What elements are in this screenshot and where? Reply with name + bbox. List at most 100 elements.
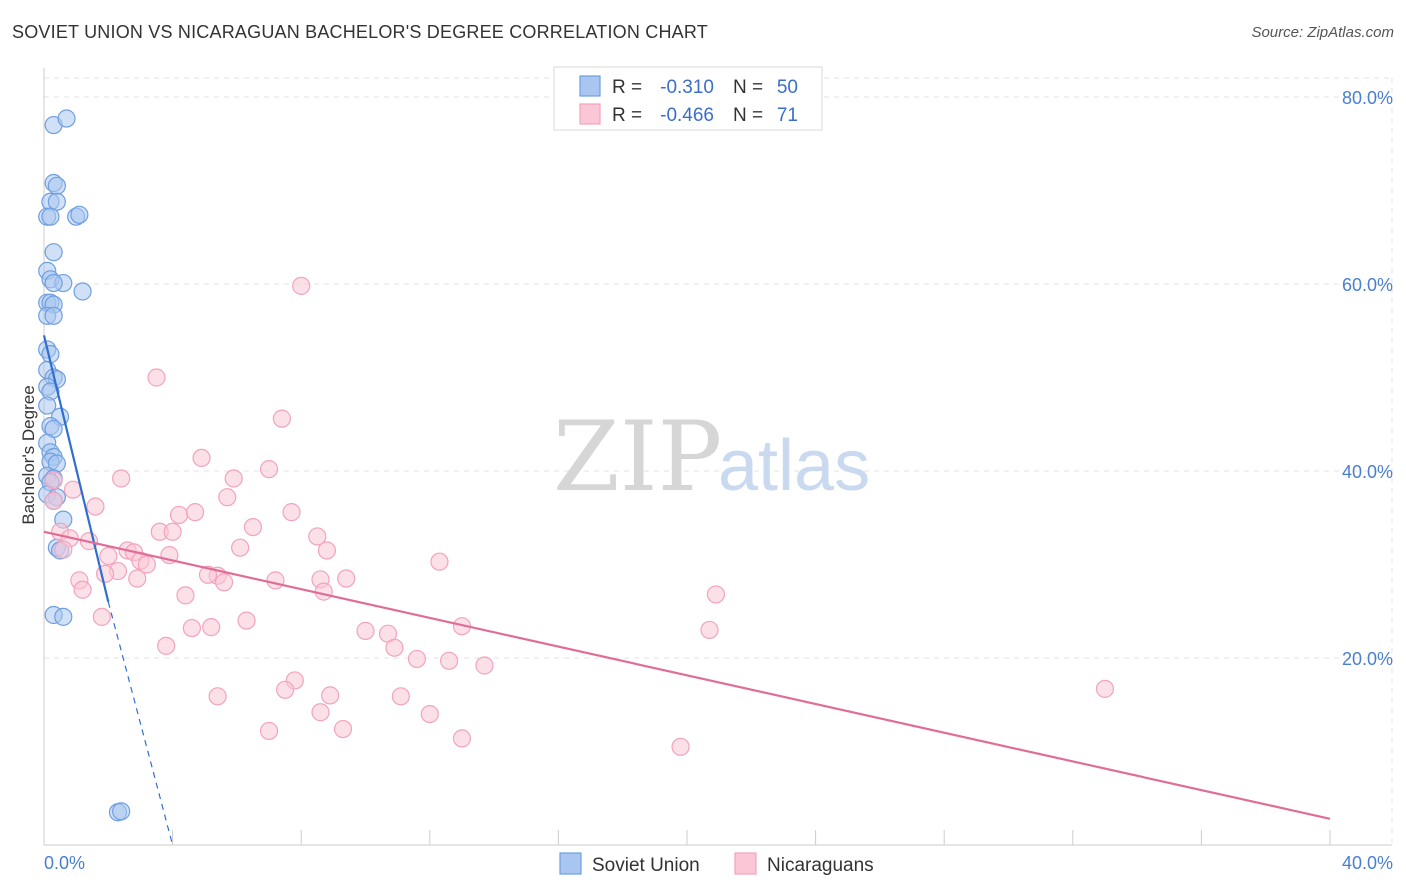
watermark: ZIP atlas: [553, 401, 870, 513]
data-point: [47, 192, 66, 211]
data-point: [706, 585, 726, 604]
y-tick-labels: 20.0% 40.0% 60.0% 80.0%: [1342, 88, 1393, 669]
data-point: [420, 704, 439, 724]
data-point: [276, 680, 295, 699]
data-point: [44, 243, 63, 262]
x-tick-labels: 0.0% 40.0%: [44, 853, 1393, 873]
legend-n-label: N =: [733, 77, 763, 98]
data-point: [272, 409, 292, 428]
data-point: [439, 651, 459, 670]
bottom-legend-label: Nicaraguans: [767, 855, 874, 876]
data-point: [54, 607, 73, 626]
data-point: [282, 503, 301, 522]
data-point: [259, 460, 279, 479]
data-point: [128, 569, 147, 588]
data-point: [44, 273, 63, 293]
legend-r-value: -0.466: [660, 105, 714, 126]
data-point: [700, 620, 719, 640]
data-point: [169, 505, 189, 525]
y-axis-label: Bachelor's Degree: [19, 385, 38, 524]
data-point: [452, 729, 472, 748]
data-point: [337, 569, 356, 588]
data-point: [237, 611, 256, 630]
data-point: [47, 176, 66, 195]
y-tick-label: 40.0%: [1342, 462, 1393, 482]
data-point: [385, 638, 404, 657]
bottom-legend-label: Soviet Union: [592, 855, 700, 876]
data-point: [73, 282, 92, 301]
series-soviet-union: [38, 109, 131, 822]
data-point: [292, 276, 311, 295]
bottom-legend: Soviet Union Nicaraguans: [559, 852, 874, 876]
data-point: [86, 497, 105, 516]
trend-line-nicaraguans: [43, 530, 1331, 820]
data-point: [44, 306, 63, 325]
legend-r-label: R =: [612, 77, 642, 98]
data-point: [112, 802, 131, 821]
legend-n-value: 50: [777, 77, 798, 98]
data-point: [70, 205, 89, 224]
bottom-legend-swatch: [734, 852, 757, 875]
y-tick-label: 60.0%: [1342, 275, 1393, 295]
legend-swatch: [579, 103, 601, 125]
data-point: [112, 469, 131, 488]
series-nicaraguans: [44, 276, 1115, 756]
data-point: [208, 687, 227, 706]
trend-line-extension: [107, 601, 174, 846]
data-point: [430, 552, 449, 571]
trend-line-soviet-union: [42, 335, 110, 603]
bottom-legend-swatch: [559, 852, 582, 875]
watermark-zip: ZIP: [553, 401, 722, 513]
data-point: [147, 368, 166, 387]
data-point: [231, 538, 250, 557]
data-point: [54, 540, 73, 559]
y-tick-label: 20.0%: [1342, 649, 1393, 669]
source-label: Source: ZipAtlas.com: [1251, 24, 1394, 41]
data-point: [99, 546, 118, 566]
data-point: [202, 618, 221, 637]
x-tick-label-min: 0.0%: [44, 853, 85, 873]
data-point: [407, 649, 427, 669]
data-point: [44, 471, 63, 490]
data-point: [137, 555, 156, 574]
data-point: [266, 571, 285, 590]
data-point: [317, 541, 337, 560]
data-point: [308, 527, 327, 546]
data-point: [92, 607, 111, 626]
data-point: [391, 687, 410, 706]
legend-box: R = -0.310 N = 50 R = -0.466 N = 71: [553, 66, 823, 131]
data-point: [475, 656, 494, 675]
legend-r-label: R =: [612, 105, 642, 126]
data-point: [224, 469, 243, 488]
data-point: [321, 686, 340, 705]
data-point: [163, 522, 182, 541]
x-tick-label-max: 40.0%: [1342, 853, 1393, 873]
data-point: [356, 621, 375, 640]
y-tick-label: 80.0%: [1342, 88, 1393, 108]
chart-title: SOVIET UNION VS NICARAGUAN BACHELOR'S DE…: [12, 22, 708, 42]
data-point: [38, 396, 57, 415]
data-points: [38, 109, 1115, 822]
data-point: [186, 503, 205, 522]
data-point: [41, 207, 60, 226]
data-point: [1095, 679, 1115, 698]
data-point: [157, 636, 176, 655]
data-point: [192, 448, 211, 468]
data-point: [182, 618, 201, 638]
data-point: [671, 737, 690, 756]
data-point: [259, 721, 279, 741]
legend-n-label: N =: [733, 105, 763, 126]
data-point: [314, 582, 333, 601]
data-point: [176, 586, 195, 605]
data-point: [243, 517, 263, 537]
data-point: [57, 109, 76, 128]
legend-r-value: -0.310: [660, 77, 714, 98]
data-point: [214, 573, 234, 592]
data-point: [198, 565, 218, 584]
data-point: [311, 703, 330, 722]
data-point: [218, 488, 237, 507]
trend-lines: [42, 335, 1331, 846]
data-point: [44, 491, 63, 511]
data-point: [73, 580, 92, 599]
